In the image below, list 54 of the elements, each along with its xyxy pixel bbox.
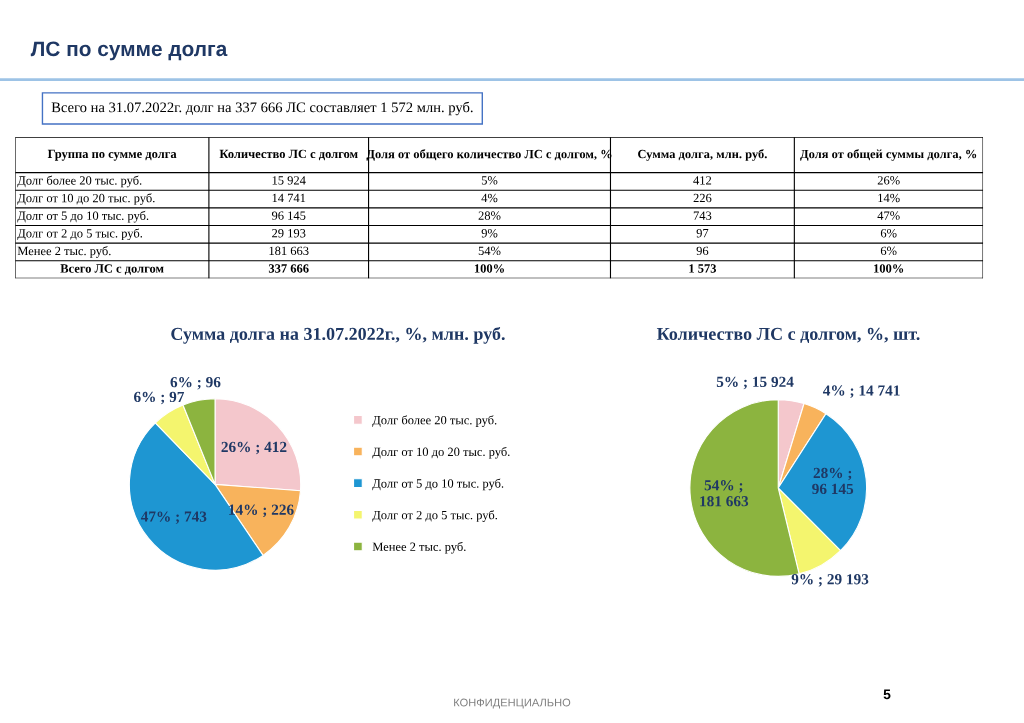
legend-label: Долг от 2 до 5 тыс. руб. (372, 510, 498, 522)
data-label: 54% ; 181 663 (700, 480, 749, 507)
text: 15 924 (272, 176, 306, 185)
text: КОНФИДЕНЦИАЛЬНО (454, 698, 571, 709)
category-label: Доля от общей суммы долга, % (800, 149, 977, 161)
text: 96 (696, 246, 709, 256)
legend-label: Долг более 20 тыс. руб. (372, 415, 497, 427)
chart-title: Количество ЛС с долгом, %, шт. (656, 327, 920, 343)
legend-label: Долг от 10 до 20 тыс. руб. (372, 446, 510, 459)
text: ЛС по сумме долга (30, 41, 228, 61)
data-label: 4% ; 14 741 (822, 385, 900, 398)
text: 100% (874, 264, 904, 273)
text: 226 (693, 193, 712, 203)
text: 6% (880, 246, 897, 256)
text: Менее 2 тыс. руб. (17, 246, 111, 258)
text: 26% (877, 176, 900, 185)
text: 181 663 (269, 246, 309, 256)
text: 100% (474, 264, 504, 273)
text: 9% (481, 228, 498, 238)
data-label: 6% ; 96 (170, 376, 221, 390)
data-label: 28% ; 96 145 (812, 467, 854, 495)
text: 1 573 (689, 264, 717, 273)
text: Долг от 10 до 20 тыс. руб. (17, 193, 155, 205)
text: 5 (883, 689, 891, 700)
text: Долг от 5 до 10 тыс. руб. (17, 210, 149, 223)
text: 97 (696, 229, 709, 238)
text: Долг от 2 до 5 тыс. руб. (17, 228, 143, 241)
text: 14% (878, 193, 900, 203)
text: 5% (481, 176, 498, 185)
data-label: 6% ; 97 (134, 391, 185, 405)
text: 96 145 (271, 211, 306, 220)
text: 743 (693, 211, 712, 220)
text: 54% (478, 246, 501, 256)
text: 412 (693, 176, 712, 185)
text: 337 666 (268, 264, 309, 273)
category-label: Количество ЛС с долгом (219, 149, 358, 161)
text: 47% (877, 211, 900, 220)
text: 28% (478, 211, 501, 220)
text: 6% (880, 228, 897, 238)
legend-label: Долг от 5 до 10 тыс. руб. (372, 478, 504, 491)
legend-label: Менее 2 тыс. руб. (372, 541, 466, 554)
text: Всего ЛС с долгом (60, 264, 164, 275)
chart-title: Сумма долга на 31.07.2022г., %, млн. руб. (171, 326, 505, 344)
data-label: 47% ; 743 (140, 511, 207, 524)
text: 29 193 (272, 229, 306, 238)
text: Долг более 20 тыс. руб. (17, 175, 142, 188)
text: Всего на 31.07.2022г. долг на 337 666 ЛС составляет 1 572 млн. руб. (51, 101, 473, 116)
category-label: Группа по сумме долга (47, 149, 177, 161)
data-label: 9% ; 29 193 (791, 574, 869, 587)
text: 4% (481, 193, 498, 203)
text: 14 741 (272, 193, 306, 203)
data-label: 5% ; 15 924 (716, 376, 794, 390)
category-label: Сумма долга, млн. руб. (638, 149, 767, 161)
data-label: 26% ; 412 (221, 441, 287, 455)
